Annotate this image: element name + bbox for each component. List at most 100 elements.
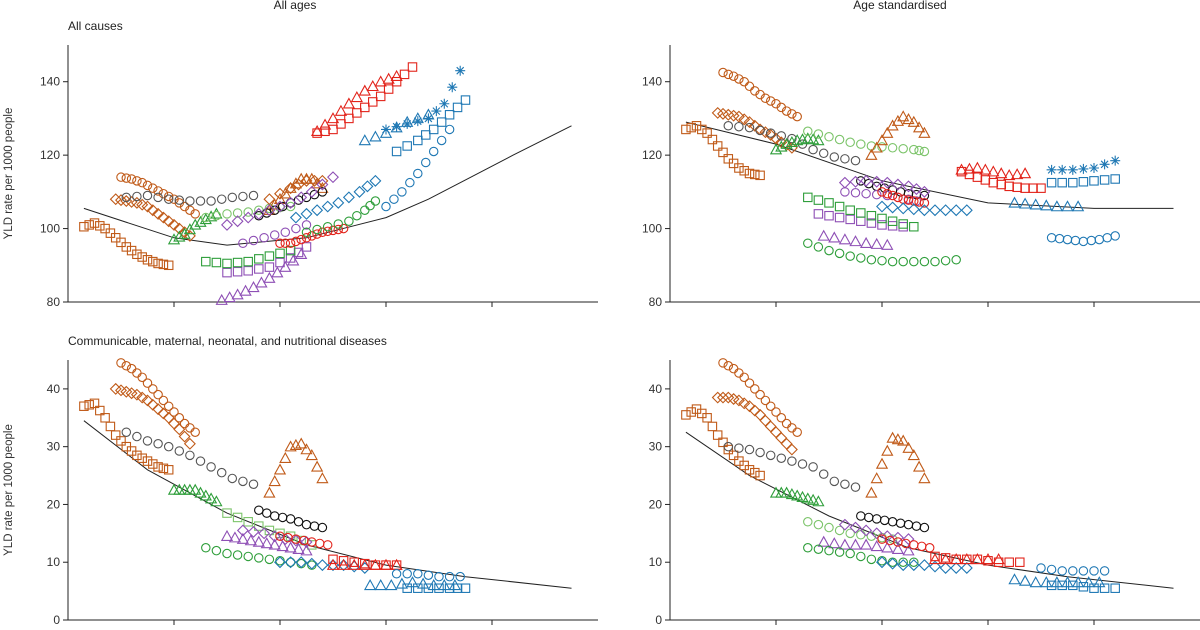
data-point (448, 578, 462, 591)
data-point (1102, 233, 1113, 243)
data-point (897, 559, 910, 572)
data-point (1089, 566, 1099, 576)
series-red-square (956, 166, 1046, 193)
data-point (146, 204, 159, 217)
data-point (399, 69, 410, 80)
data-point (727, 109, 740, 122)
data-point (163, 194, 174, 204)
data-point (232, 257, 243, 268)
series-light_green-square (222, 508, 317, 550)
data-point (349, 557, 359, 567)
data-point (211, 210, 222, 221)
series-purple-triangle (220, 529, 313, 556)
data-point (838, 176, 851, 189)
data-point (174, 413, 185, 423)
data-point (116, 172, 126, 182)
data-point (919, 146, 930, 157)
data-point (268, 474, 281, 487)
data-point (718, 358, 728, 368)
series-blue-asterisk (381, 65, 466, 135)
data-point (775, 486, 788, 498)
data-point (886, 201, 899, 214)
data-point (153, 439, 163, 449)
data-point (105, 421, 116, 432)
data-point (796, 490, 809, 502)
data-point (391, 121, 402, 132)
data-point (1078, 566, 1089, 576)
data-point (110, 430, 121, 440)
data-point (787, 133, 797, 144)
data-point (909, 256, 919, 267)
data-point (818, 148, 829, 159)
data-point (1029, 198, 1042, 210)
data-point (194, 215, 207, 227)
data-point (413, 135, 423, 146)
data-point (898, 221, 908, 232)
data-point (1057, 177, 1067, 188)
data-point (201, 256, 211, 267)
data-point (891, 433, 905, 445)
data-point (314, 538, 325, 549)
data-point (734, 368, 744, 378)
data-point (834, 547, 845, 557)
data-point (702, 413, 712, 423)
data-point (423, 113, 434, 124)
data-point (829, 476, 840, 487)
data-point (769, 143, 783, 155)
data-point (322, 226, 333, 237)
data-point (168, 218, 180, 231)
data-point (326, 558, 340, 570)
data-point (748, 404, 761, 417)
series-blue-circle (381, 124, 455, 212)
data-point (174, 195, 185, 205)
data-point (916, 541, 927, 552)
data-point (365, 200, 375, 211)
data-point (121, 173, 132, 183)
data-point (992, 552, 1005, 565)
data-point (780, 137, 793, 149)
data-point (269, 511, 280, 521)
data-point (1110, 155, 1121, 166)
panel-bottom-right: 0 10 20 30 40 (649, 358, 1200, 627)
data-point (739, 372, 749, 383)
data-point (274, 200, 286, 213)
series-purple-circle (238, 220, 312, 249)
data-point (870, 472, 883, 484)
data-point (744, 378, 755, 388)
data-point (803, 192, 813, 203)
data-point (353, 185, 366, 198)
series-brown-triangle (865, 431, 931, 498)
data-point (918, 559, 931, 572)
data-point (755, 389, 765, 400)
data-point (1078, 582, 1089, 592)
data-point (300, 207, 313, 220)
data-point (242, 211, 255, 224)
series-dark_green-square (803, 192, 919, 232)
data-point (897, 110, 910, 122)
data-point (317, 522, 328, 533)
y-tick-label: 10 (47, 555, 61, 569)
data-point (291, 223, 301, 234)
y-tick-label: 100 (40, 222, 60, 236)
data-point (390, 69, 403, 81)
data-point (195, 456, 206, 466)
data-point (216, 467, 227, 478)
data-point (141, 200, 154, 213)
data-point (121, 361, 132, 371)
data-point (797, 459, 808, 469)
data-point (849, 538, 862, 550)
y-axis-label: YLD rate per 1000 people (3, 108, 15, 240)
series-blue-triangle (1008, 196, 1085, 212)
data-point (227, 192, 238, 203)
data-point (305, 557, 318, 570)
data-point (849, 235, 862, 247)
data-point (824, 198, 834, 208)
data-point (338, 556, 349, 566)
data-point (886, 557, 899, 570)
data-point (870, 527, 883, 540)
data-point (1040, 576, 1053, 588)
data-point (850, 482, 861, 492)
data-point (199, 489, 212, 501)
data-point (158, 463, 169, 474)
data-point (332, 196, 345, 209)
